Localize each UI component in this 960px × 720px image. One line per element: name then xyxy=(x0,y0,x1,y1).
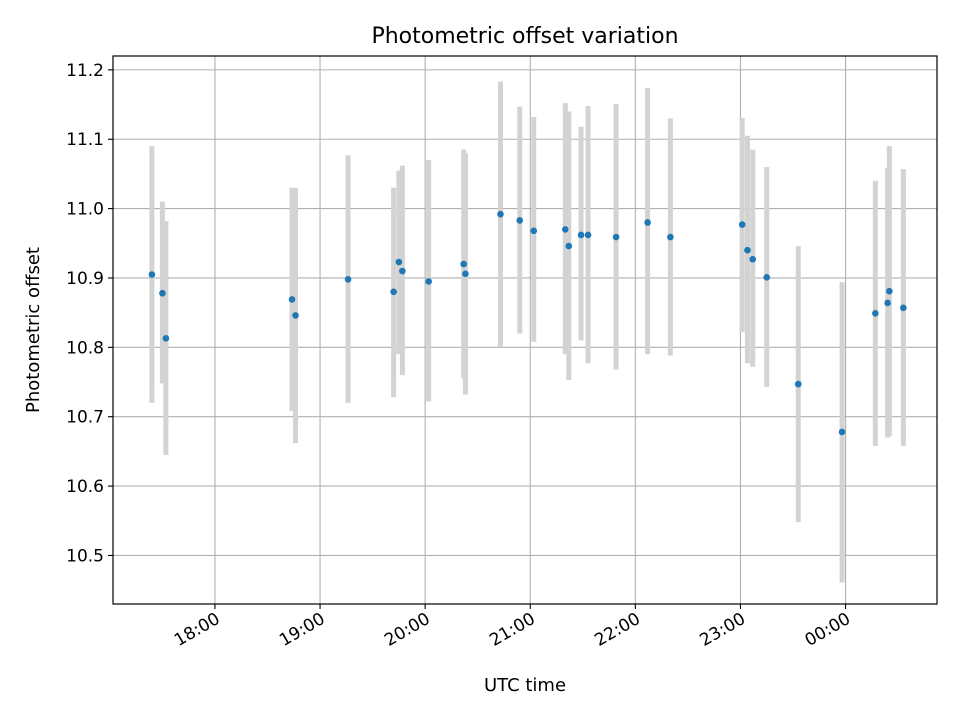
data-point xyxy=(390,288,397,296)
data-point xyxy=(292,312,299,319)
data-point xyxy=(425,278,432,285)
data-point xyxy=(460,260,467,268)
y-tick-label: 11.0 xyxy=(66,200,104,220)
data-point xyxy=(516,217,524,224)
y-tick-label: 11.2 xyxy=(66,61,104,81)
data-point xyxy=(744,246,751,254)
data-point xyxy=(462,270,469,278)
y-tick-label: 11.1 xyxy=(66,130,104,150)
data-point xyxy=(399,267,406,275)
data-point xyxy=(838,428,846,436)
data-point xyxy=(565,242,573,250)
data-point xyxy=(561,226,569,233)
data-point xyxy=(749,255,757,263)
data-point xyxy=(497,210,504,218)
data-point xyxy=(148,271,156,278)
data-points xyxy=(148,210,907,436)
data-point xyxy=(644,219,651,226)
data-point xyxy=(159,289,166,297)
data-point xyxy=(530,227,538,235)
plot-frame xyxy=(112,55,938,605)
data-point xyxy=(162,335,170,342)
data-point xyxy=(886,287,893,295)
y-tick-label: 10.9 xyxy=(66,269,104,289)
data-point xyxy=(872,310,879,317)
data-point xyxy=(900,304,907,312)
data-point xyxy=(584,231,592,239)
y-tick-label: 10.8 xyxy=(66,338,104,358)
data-point xyxy=(612,233,620,241)
data-point xyxy=(577,231,585,239)
data-point xyxy=(738,221,746,228)
data-point xyxy=(794,380,802,388)
data-point xyxy=(763,273,771,281)
x-axis-label: UTC time xyxy=(484,675,566,696)
data-point xyxy=(667,233,674,241)
y-tick-label: 10.6 xyxy=(66,477,104,497)
y-tick-label: 10.7 xyxy=(66,408,104,428)
data-point xyxy=(344,276,352,283)
y-tick-label: 10.5 xyxy=(66,546,104,566)
data-point xyxy=(288,296,296,303)
chart-title: Photometric offset variation xyxy=(371,24,678,49)
y-axis-ticks: 10.5 10.6 10.7 10.8 10.9 11.0 11.1 11.2 xyxy=(66,61,113,566)
data-point xyxy=(884,299,891,307)
y-axis-label: Photometric offset xyxy=(23,247,44,413)
data-point xyxy=(395,258,403,266)
